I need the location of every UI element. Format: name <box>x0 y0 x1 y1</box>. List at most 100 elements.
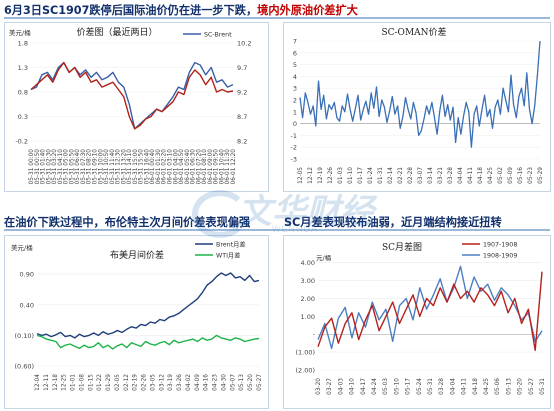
scoman-x-tick: 03-14 <box>428 167 434 184</box>
y-tick: 0.40 <box>20 301 34 309</box>
sc-monthly-x-tick: 04-25 <box>484 378 490 395</box>
y-tick: (1.00) <box>295 349 315 357</box>
headline-top: 6月3日SC1907跌停后国际油价仍在进一步下跌，境内外原油价差扩大 <box>4 2 358 18</box>
brent-wti-x-tick: 01-22 <box>97 374 103 391</box>
scoman-x-tick: 05-16 <box>518 167 524 184</box>
brent-wti-x-tick: 05-20 <box>248 374 254 391</box>
brent-wti-x-tick: 12-25 <box>62 374 68 391</box>
series-line-sc-brent <box>30 61 234 130</box>
y-left-tick: 1.3 <box>18 64 28 72</box>
divider-mid <box>4 229 550 231</box>
sc-monthly-x-tick: 04-17 <box>361 378 367 395</box>
spread-x-tick: 06-01 09:50 <box>214 149 220 185</box>
scoman-x-tick: 02-14 <box>388 167 394 184</box>
sc-monthly-x-tick: 03-28 <box>439 378 445 395</box>
y-left-tick: 1.8 <box>18 40 28 48</box>
sc-monthly-x-tick: 05-31 <box>428 378 434 395</box>
brent-wti-x-tick: 04-16 <box>204 374 210 391</box>
chart-scoman: SC-OMAN价差 7 6 5 4 3 2 1 0 -1 -2 -312-05 12-12 12-19 12… <box>291 26 544 184</box>
scoman-x-tick: 03-28 <box>448 167 454 184</box>
brent-wti-x-tick: 12-11 <box>44 374 50 391</box>
spread-x-tick: 06-01 05:40 <box>185 149 191 185</box>
y-right-tick: 8.7 <box>237 113 247 121</box>
series-line-1907-1908 <box>317 271 543 352</box>
spread-x-tick: 05-31 05:50 <box>69 149 75 185</box>
y-tick: 2 <box>293 97 297 105</box>
sc-monthly-x-tick: 05-03 <box>383 378 389 395</box>
chart-panel-brent-wti: 布美月间价差 美元/桶 0.90 0.40 (0.10) (0.60) Brent月差 WTI… <box>4 235 269 409</box>
sc-monthly-x-tick: 05-10 <box>394 378 400 395</box>
spread-x-tick: 06-01 10:40 <box>219 149 225 185</box>
brent-wti-x-tick: 12-18 <box>53 374 59 391</box>
scoman-x-tick: 01-10 <box>348 167 354 184</box>
y-tick: -2 <box>291 144 297 152</box>
headline-top-part1: 6月3日SC1907跌停后国际油价仍在进一步下跌， <box>4 4 258 17</box>
spread-x-tick: 05-31 01:40 <box>41 149 47 185</box>
chart-panel-sc-monthly: SC月差图 元/桶 4.00 3.00 2.00 1.00 - (1.00) (2.00) 190… <box>283 235 551 409</box>
brent-wti-x-tick: 02-12 <box>124 374 130 391</box>
spread-x-tick: 05-31 02:30 <box>46 149 52 185</box>
y-tick: 7 <box>293 38 297 46</box>
y-left-tick: 0.8 <box>18 89 28 97</box>
scoman-x-tick: 04-11 <box>468 167 474 184</box>
spread-x-tick: 06-01 04:50 <box>179 149 185 185</box>
brent-wti-x-tick: 03-05 <box>150 374 156 391</box>
brent-wti-x-tick: 03-19 <box>168 374 174 391</box>
series-line-sc-oman <box>299 40 541 148</box>
brent-wti-x-tick: 12-04 <box>35 374 41 391</box>
unit-label: 美元/桶 <box>9 28 31 37</box>
spread-x-tick: 05-31 10:50 <box>104 149 110 185</box>
series-line-brent <box>36 272 260 339</box>
chart-title: SC月差图 <box>382 241 422 253</box>
y-tick: - <box>313 331 316 339</box>
sc-monthly-x-tick: 04-04 <box>450 378 456 395</box>
y-right-tick: 10.2 <box>237 40 251 48</box>
sc-monthly-x-tick: 04-10 <box>350 378 356 395</box>
brent-wti-x-tick: 01-08 <box>79 374 85 391</box>
sc-monthly-x-tick: 04-11 <box>462 378 468 395</box>
y-right-tick: 9.2 <box>237 89 247 97</box>
y-right-tick: 8.2 <box>237 138 247 146</box>
sc-monthly-x-tick: 05-27 <box>529 378 535 395</box>
brent-wti-x-tick: 02-26 <box>142 374 148 391</box>
sc-monthly-x-tick: 05-20 <box>518 378 524 395</box>
spread-x-tick: 05-31 09:10 <box>92 149 98 185</box>
spread-x-tick: 05-31 00:00 <box>29 149 35 185</box>
spread-x-tick: 06-01 08:10 <box>202 149 208 185</box>
scoman-x-tick: 05-29 <box>538 167 544 184</box>
sc-monthly-x-tick: 03-27 <box>327 378 333 395</box>
spread-x-tick: 05-31 12:30 <box>116 149 122 185</box>
scoman-x-tick: 01-24 <box>368 167 374 184</box>
scoman-x-tick: 02-28 <box>408 167 414 184</box>
brent-wti-x-tick: 01-15 <box>88 374 94 391</box>
legend-label-sc-brent: SC-Brent <box>204 32 232 39</box>
brent-wti-x-tick: 02-05 <box>115 374 121 391</box>
y-tick: 4 <box>293 73 297 81</box>
y-left-tick: 0.3 <box>18 113 28 121</box>
scoman-x-tick: 05-09 <box>508 167 514 184</box>
legend-label-1907-1908: 1907-1908 <box>483 242 517 249</box>
y-tick: -3 <box>291 156 297 164</box>
brent-wti-x-tick: 03-26 <box>177 374 183 391</box>
headline-mid-left: 在油价下跌过程中，布伦特主次月间价差表现偏强 <box>4 216 251 229</box>
brent-wti-x-tick: 03-12 <box>159 374 165 391</box>
scoman-x-tick: 01-17 <box>358 167 364 184</box>
sc-monthly-x-tick: 05-24 <box>417 378 423 395</box>
spread-x-tick: 06-01 01:30 <box>156 149 162 185</box>
spread-x-tick: 05-31 11:40 <box>110 149 116 185</box>
chart-title: 布美月间价差 <box>110 249 164 261</box>
spread-x-tick: 06-01 00:40 <box>150 149 156 185</box>
brent-wti-x-tick: 05-07 <box>230 374 236 391</box>
sc-monthly-x-tick: 05-13 <box>506 378 512 395</box>
spread-x-tick: 05-31 15:50 <box>139 149 145 185</box>
y-tick: (0.10) <box>14 332 34 340</box>
y-tick: 5 <box>293 61 297 69</box>
scoman-x-tick: 03-07 <box>418 167 424 184</box>
scoman-x-tick: 12-26 <box>328 167 334 184</box>
spread-x-tick: 05-31 15:00 <box>133 149 139 185</box>
scoman-x-tick: 04-25 <box>488 167 494 184</box>
chart-spread: 价差图（最近两日） 美元/桶 1.8 1.3 0.8 0.3 -0.2 10.2 9.7 9.2 8… <box>9 26 251 185</box>
unit-label: 美元/桶 <box>11 243 33 252</box>
spread-x-tick: 05-31 00:50 <box>35 149 41 185</box>
